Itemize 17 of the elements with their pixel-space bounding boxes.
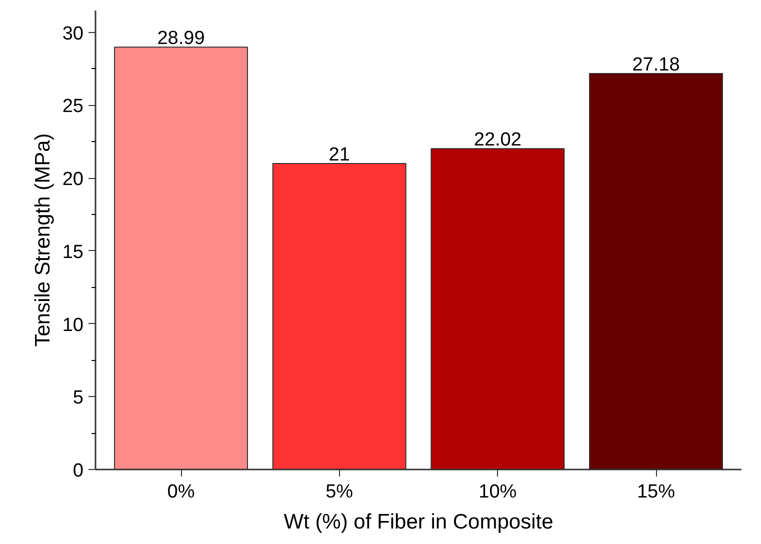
y-axis-title: Tensile Strength (MPa) bbox=[31, 133, 54, 347]
y-tick-label: 5 bbox=[72, 388, 84, 409]
x-tick-label: 0% bbox=[167, 482, 195, 502]
y-tick-label: 25 bbox=[62, 96, 84, 118]
y-tick-label: 10 bbox=[62, 314, 84, 336]
y-tick-label: 0 bbox=[72, 460, 84, 482]
data-label: 28.99 bbox=[157, 28, 205, 50]
x-tick-label: 5% bbox=[326, 482, 354, 502]
x-tick-label: 15% bbox=[636, 482, 676, 502]
data-label: 22.02 bbox=[474, 130, 522, 151]
x-tick-label: 10% bbox=[478, 482, 517, 502]
y-tick-label: 15 bbox=[62, 242, 84, 263]
data-label: 27.18 bbox=[632, 54, 680, 76]
data-label: 21 bbox=[328, 144, 350, 166]
x-axis-title: Wt (%) of Fiber in Composite bbox=[284, 510, 554, 534]
y-tick-label: 20 bbox=[62, 169, 84, 190]
y-tick-label: 30 bbox=[62, 23, 84, 44]
